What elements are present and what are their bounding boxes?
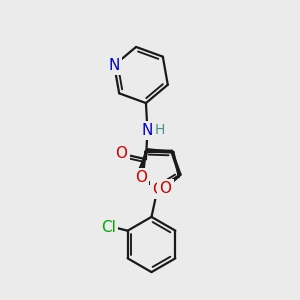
Text: H: H <box>155 123 165 137</box>
Text: N: N <box>109 58 120 73</box>
Text: O: O <box>135 170 147 185</box>
Text: N: N <box>142 123 153 138</box>
Text: O: O <box>115 146 127 161</box>
Text: O: O <box>153 182 165 197</box>
Text: O: O <box>160 181 172 196</box>
Text: Cl: Cl <box>101 220 116 235</box>
